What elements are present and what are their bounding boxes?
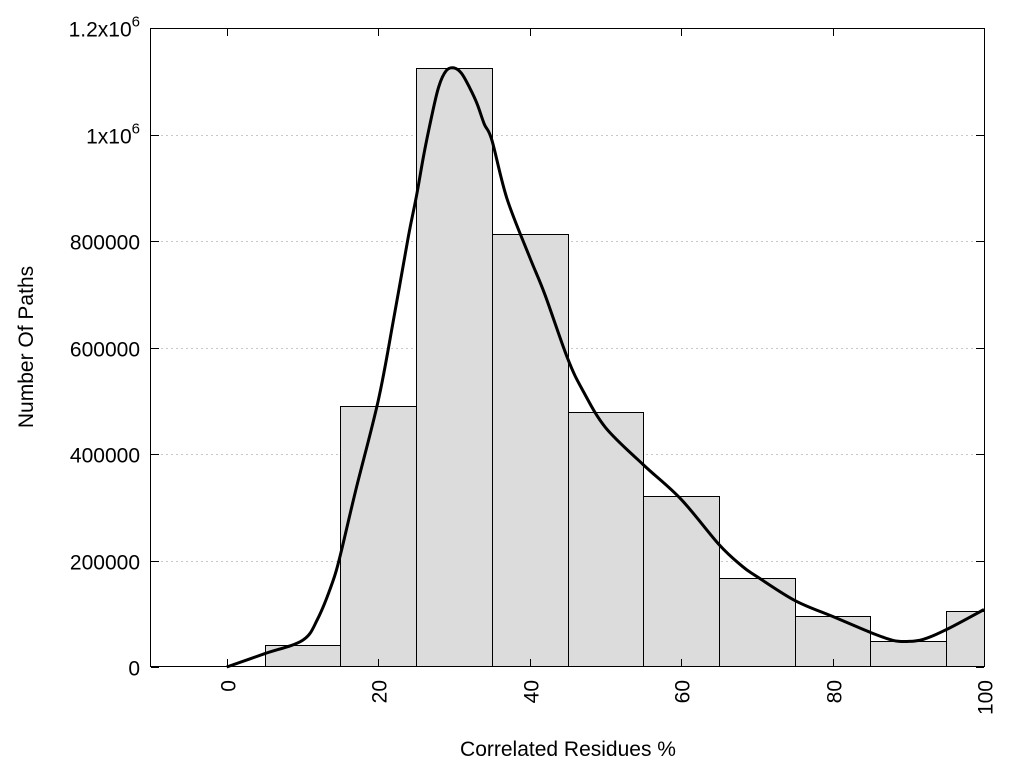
x-tick-label: 100 [975,680,998,715]
histogram-bar [795,616,871,667]
y-tick-label: 600000 [70,339,140,362]
histogram-bar [416,68,493,667]
x-tick-label: 20 [369,680,392,703]
x-tick-label: 40 [521,680,544,703]
histogram-bar [492,234,569,667]
histogram-bar [719,578,796,667]
y-tick-label: 800000 [70,232,140,255]
y-tick-label-exponent: 6 [132,121,140,138]
histogram-bar [643,496,720,667]
y-tick-label: 400000 [70,445,140,468]
y-tick-label: 1.2x106 [69,14,140,42]
plot-frame [150,28,985,667]
histogram-bar [568,412,644,667]
x-axis-title: Correlated Residues % [460,738,676,761]
y-tick-label: 1x106 [86,121,140,149]
x-tick-label: 60 [672,680,695,703]
density-curve [226,66,985,669]
y-tick-label: 200000 [70,552,140,575]
y-axis-ticks: 0 200000 400000 600000 800000 1x106 1.2x106 [69,14,984,681]
y-tick-label-exponent: 6 [132,14,140,31]
histogram-bars [189,68,984,667]
density-curve-line [226,66,985,669]
y-axis-title: Number Of Paths [15,266,38,428]
histogram-bar [870,641,947,667]
x-tick-label: 0 [218,680,241,692]
x-axis-ticks: 0 20 40 60 80 100 [218,28,998,715]
y-tick-label: 0 [128,658,140,681]
histogram-bar [340,406,417,667]
x-tick-label: 80 [824,680,847,703]
